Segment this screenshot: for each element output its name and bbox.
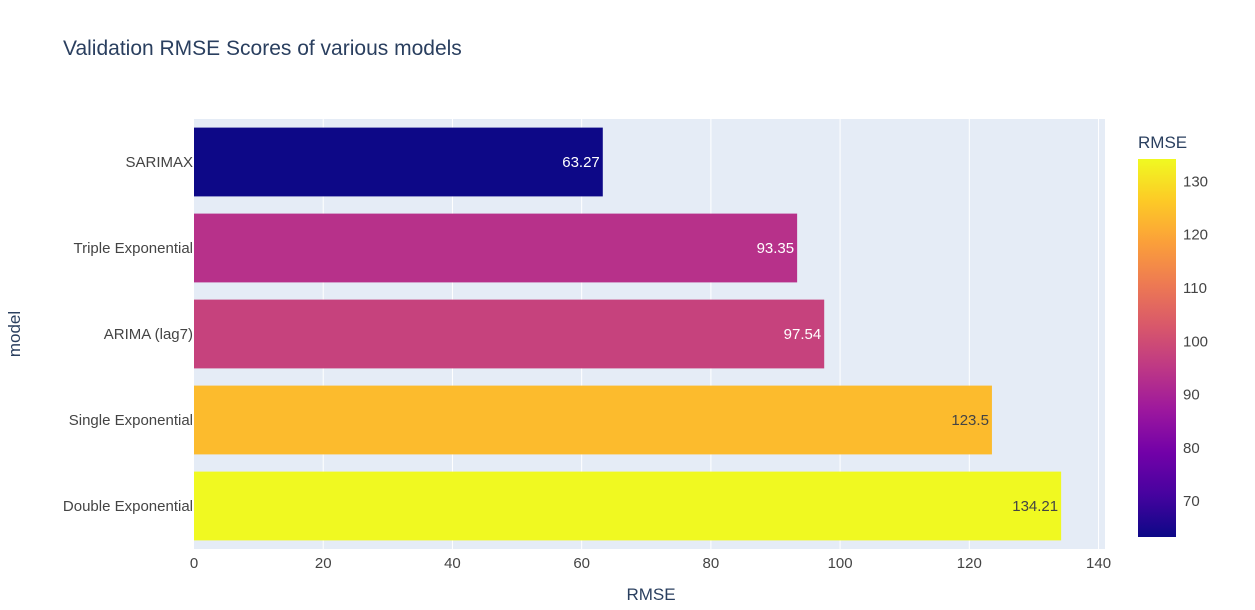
y-tick-label: SARIMAX: [125, 154, 193, 171]
colorbar-ticks: 70 80 90 100 110 120 130: [1183, 173, 1208, 510]
bars: [194, 127, 1062, 541]
x-tick-label: 80: [703, 555, 720, 572]
colorbar-tick-label: 110: [1183, 280, 1207, 297]
colorbar-tick-label: 120: [1183, 227, 1208, 244]
x-tick-label: 100: [828, 555, 853, 572]
bar[interactable]: [194, 127, 603, 197]
colorbar-tick-label: 90: [1183, 387, 1200, 404]
x-axis-title: RMSE: [626, 585, 675, 604]
x-axis-ticks: 0 20 40 60 80 100 120 140: [190, 555, 1111, 572]
x-tick-label: 40: [444, 555, 461, 572]
bar-value-label: 93.35: [757, 240, 795, 257]
x-tick-label: 20: [315, 555, 332, 572]
colorbar-title: RMSE: [1138, 133, 1187, 152]
colorbar: [1138, 159, 1176, 537]
bar-value-label: 123.5: [951, 412, 989, 429]
y-axis-title: model: [5, 311, 24, 357]
y-axis-ticks: SARIMAX Triple Exponential ARIMA (lag7) Sin…: [63, 154, 193, 515]
bar[interactable]: [194, 213, 798, 283]
y-tick-label: Triple Exponential: [73, 240, 193, 257]
bar-value-label: 134.21: [1012, 498, 1058, 515]
colorbar-tick-label: 80: [1183, 440, 1200, 457]
bar[interactable]: [194, 385, 992, 455]
bar-value-label: 97.54: [784, 326, 822, 343]
x-tick-label: 140: [1086, 555, 1111, 572]
colorbar-tick-label: 70: [1183, 493, 1200, 510]
y-tick-label: ARIMA (lag7): [104, 326, 193, 343]
bar[interactable]: [194, 299, 825, 369]
bar[interactable]: [194, 471, 1062, 541]
colorbar-tick-label: 130: [1183, 173, 1208, 190]
x-tick-label: 0: [190, 555, 198, 572]
colorbar-tick-label: 100: [1183, 333, 1208, 350]
x-tick-label: 60: [573, 555, 590, 572]
y-tick-label: Double Exponential: [63, 498, 193, 515]
x-tick-label: 120: [957, 555, 982, 572]
chart-title: Validation RMSE Scores of various models: [63, 37, 462, 60]
data-labels: 63.27 93.35 97.54 123.5 134.21: [562, 154, 1058, 515]
bar-value-label: 63.27: [562, 154, 600, 171]
y-tick-label: Single Exponential: [69, 412, 193, 429]
